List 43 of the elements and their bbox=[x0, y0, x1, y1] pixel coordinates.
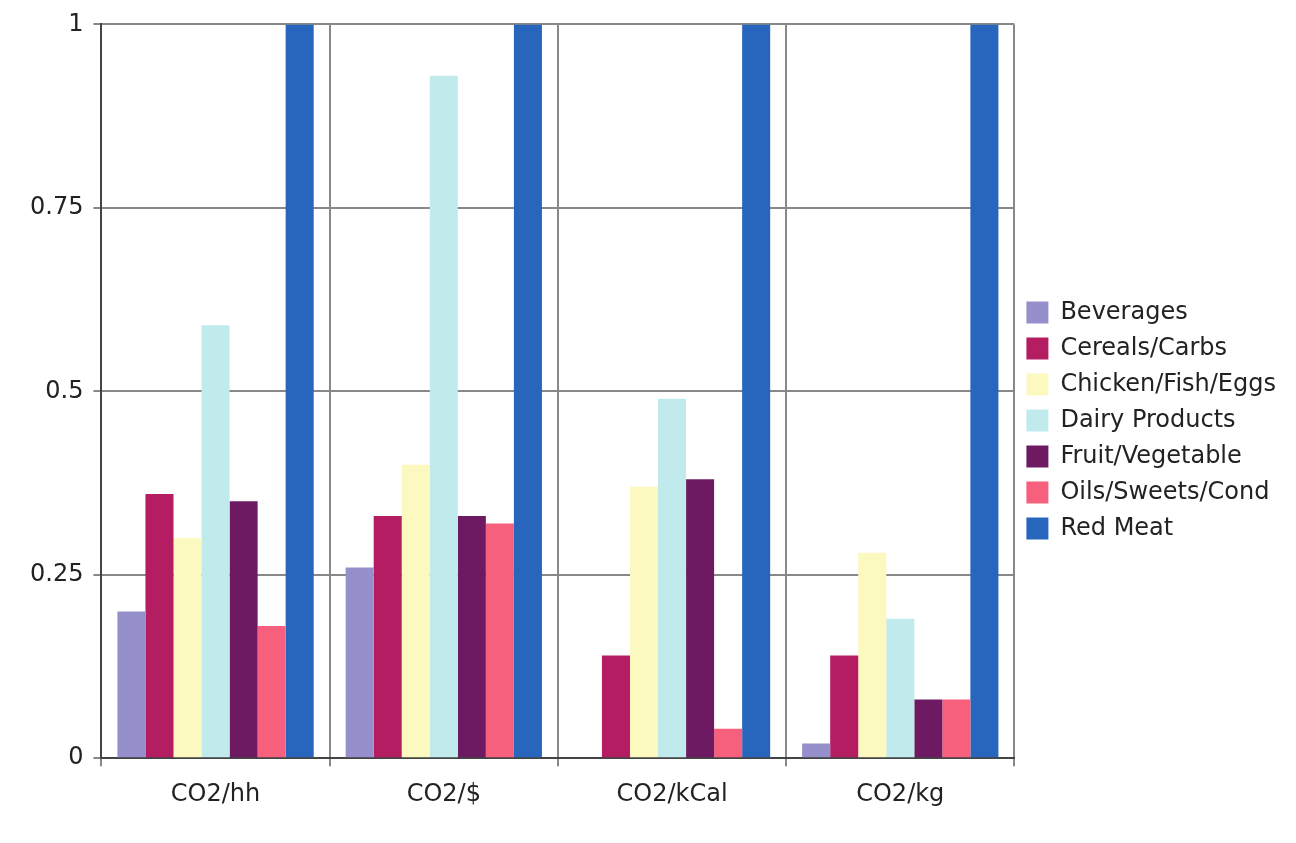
y-tick-label: 0.25 bbox=[30, 558, 84, 587]
bar bbox=[942, 699, 971, 758]
bar bbox=[373, 516, 402, 758]
x-tick-label: CO2/$ bbox=[406, 778, 481, 807]
bar bbox=[858, 552, 887, 758]
bar bbox=[345, 567, 374, 758]
bar bbox=[658, 398, 687, 758]
bar bbox=[886, 618, 915, 758]
bar bbox=[830, 655, 859, 758]
y-tick-label: 1 bbox=[68, 8, 84, 37]
bar bbox=[970, 24, 999, 758]
bar bbox=[802, 743, 831, 758]
bar bbox=[914, 699, 943, 758]
bar bbox=[513, 24, 542, 758]
x-tick-label: CO2/kg bbox=[856, 778, 945, 807]
bar bbox=[201, 325, 230, 758]
bar bbox=[145, 494, 174, 758]
bar bbox=[485, 523, 514, 758]
legend-label: Dairy Products bbox=[1060, 404, 1236, 433]
y-tick-label: 0.75 bbox=[30, 192, 84, 221]
bar bbox=[429, 75, 458, 758]
legend-label: Red Meat bbox=[1060, 512, 1174, 541]
bar bbox=[117, 611, 146, 758]
bar bbox=[173, 538, 202, 758]
bar bbox=[686, 479, 715, 758]
x-tick-label: CO2/hh bbox=[170, 778, 261, 807]
y-tick-label: 0.5 bbox=[45, 375, 84, 404]
y-tick-label: 0 bbox=[68, 742, 84, 771]
bar bbox=[601, 655, 630, 758]
legend-label: Oils/Sweets/Cond bbox=[1060, 476, 1270, 505]
x-tick-label: CO2/kCal bbox=[616, 778, 728, 807]
legend-label: Cereals/Carbs bbox=[1060, 332, 1228, 361]
bar bbox=[285, 24, 314, 758]
legend-label: Beverages bbox=[1060, 296, 1188, 325]
legend-label: Chicken/Fish/Eggs bbox=[1060, 368, 1277, 397]
bar bbox=[257, 626, 286, 758]
bar bbox=[742, 24, 771, 758]
bar bbox=[457, 516, 486, 758]
bar bbox=[229, 501, 258, 758]
legend-label: Fruit/Vegetable bbox=[1060, 440, 1242, 469]
bar bbox=[401, 464, 430, 758]
bar bbox=[714, 728, 743, 758]
bar bbox=[629, 486, 659, 758]
